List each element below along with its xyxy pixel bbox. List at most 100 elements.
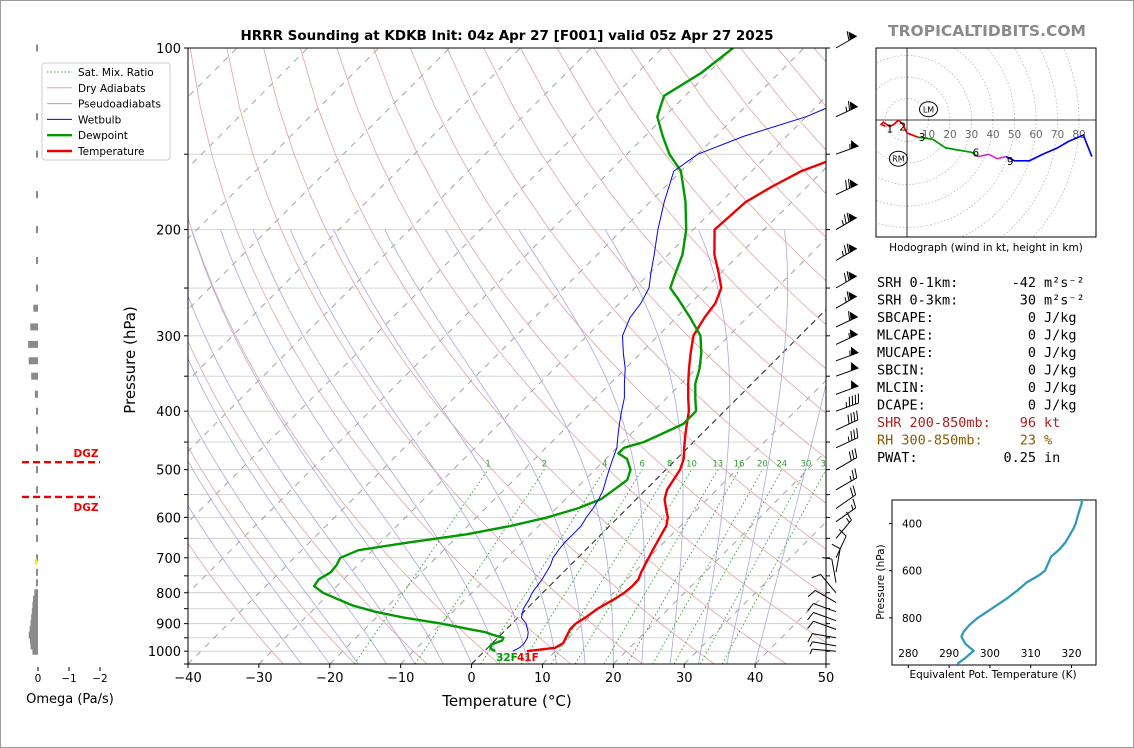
- hodo-trace: [977, 153, 1007, 160]
- barb-pennant: [851, 362, 859, 371]
- barb-pennant: [848, 271, 857, 280]
- wind-barb: [835, 362, 859, 377]
- dry-adiabat: [483, 48, 826, 459]
- surface-temperature-label: 41F: [517, 652, 539, 664]
- skewt-plot: 1 2 4 6 8 10 13 16 20 24 30 36: [188, 48, 826, 664]
- wind-barbs: [807, 31, 860, 655]
- theta-e-xtick-label: 280: [898, 648, 918, 660]
- omega-bar: [34, 390, 38, 398]
- omega-bar: [36, 486, 38, 494]
- mixing-ratio-line: [603, 469, 719, 664]
- barb-staff: [812, 633, 837, 639]
- hodo-height-label: 6: [972, 147, 979, 159]
- omega-bar: [31, 614, 38, 622]
- omega-bar: [36, 256, 38, 264]
- omega-bar: [31, 372, 38, 380]
- legend-label: Dry Adiabats: [78, 83, 146, 95]
- barb-pennant: [849, 329, 858, 338]
- stat-label: SBCAPE:: [877, 310, 934, 326]
- wind-barb: [807, 603, 837, 613]
- barb-half: [841, 250, 844, 257]
- hodo-ring-label: 60: [1029, 129, 1042, 141]
- mixing-ratio-label: 1: [485, 460, 490, 470]
- barb-half: [847, 436, 850, 442]
- moist-adiabat: [698, 229, 731, 664]
- y-tick-label: 300: [156, 330, 181, 345]
- wind-barb: [835, 529, 847, 559]
- omega-bar: [36, 518, 38, 526]
- barb-staff: [835, 352, 859, 362]
- stat-unit: kt: [1044, 415, 1060, 431]
- mixing-ratio-label: 13: [712, 460, 723, 470]
- isotherm: [188, 48, 521, 382]
- x-tick-label: −30: [245, 671, 272, 686]
- theta-e-frame: [891, 499, 1097, 666]
- barb-staff: [835, 457, 858, 471]
- barb-full: [845, 180, 848, 190]
- barb-staff: [835, 535, 847, 559]
- stat-value: 23: [1020, 433, 1036, 449]
- barb-pennant: [849, 179, 858, 188]
- dry-adiabat: [556, 48, 826, 370]
- hodo-ring-label: 20: [943, 129, 956, 141]
- x-tick-label: −10: [387, 671, 414, 686]
- stat-unit: J/kg: [1044, 363, 1077, 379]
- barb-full: [852, 485, 857, 495]
- wind-barb: [811, 573, 837, 594]
- barb-full: [850, 413, 853, 423]
- barb-full: [807, 612, 814, 621]
- barb-full: [856, 428, 859, 438]
- barb-full: [848, 451, 852, 461]
- dry-adiabat: [188, 216, 500, 664]
- mixing-ratio-label: 10: [686, 460, 697, 470]
- mixing-ratio-line: [673, 469, 783, 664]
- stat-label: SRH 0-1km:: [877, 275, 958, 291]
- barb-full: [846, 291, 850, 301]
- moist-adiabat: [518, 229, 646, 664]
- stat-unit: in: [1044, 450, 1060, 466]
- mixing-ratio-line: [550, 469, 671, 664]
- barb-staff: [835, 145, 859, 155]
- barb-half: [849, 143, 851, 150]
- barb-pennant: [848, 213, 857, 222]
- mixing-ratio-label: 4: [602, 460, 607, 470]
- y-tick-label: 700: [156, 552, 181, 567]
- hodo-trace: [1005, 133, 1093, 162]
- barb-staff: [813, 612, 837, 622]
- x-tick-label: 0: [467, 671, 475, 686]
- barb-pennant: [848, 31, 857, 40]
- barb-staff: [835, 35, 858, 49]
- barb-staff: [835, 494, 856, 509]
- barb-full: [848, 396, 851, 407]
- theta-e-ytick-label: 400: [902, 519, 922, 531]
- y-axis-label: Pressure (hPa): [121, 306, 139, 414]
- barb-full: [854, 394, 857, 405]
- isotherm: [825, 663, 826, 664]
- mixing-ratio-line: [520, 469, 643, 664]
- barb-full: [857, 393, 860, 404]
- stat-value: 0: [1028, 398, 1036, 414]
- hodo-ring-label: 70: [1051, 129, 1064, 141]
- barb-staff: [835, 477, 858, 491]
- chart-title: HRRR Sounding at KDKB Init: 04z Apr 27 […: [240, 28, 773, 44]
- wind-barb: [835, 410, 859, 431]
- barb-full: [853, 411, 856, 422]
- moist-adiabat: [188, 357, 387, 664]
- dry-adiabat: [226, 48, 643, 664]
- wind-barb: [831, 543, 841, 573]
- y-tick-label: 200: [156, 224, 181, 239]
- y-tick-label: 800: [156, 587, 181, 602]
- wind-barb: [835, 243, 858, 261]
- stat-label: SBCIN:: [877, 363, 926, 379]
- y-tick-label: 400: [156, 405, 181, 420]
- barb-staff: [814, 589, 837, 603]
- barb-pennant: [849, 101, 858, 110]
- stats-block: SRH 0-1km: -42 m²s⁻² SRH 0-3km: 30 m²s⁻² SBCAP…: [877, 275, 1085, 466]
- x-tick-label: 30: [676, 671, 693, 686]
- barb-half: [846, 517, 850, 523]
- stat-label: SHR 200-850mb:: [877, 415, 991, 431]
- omega-bar: [32, 602, 38, 610]
- wind-barb: [835, 468, 858, 491]
